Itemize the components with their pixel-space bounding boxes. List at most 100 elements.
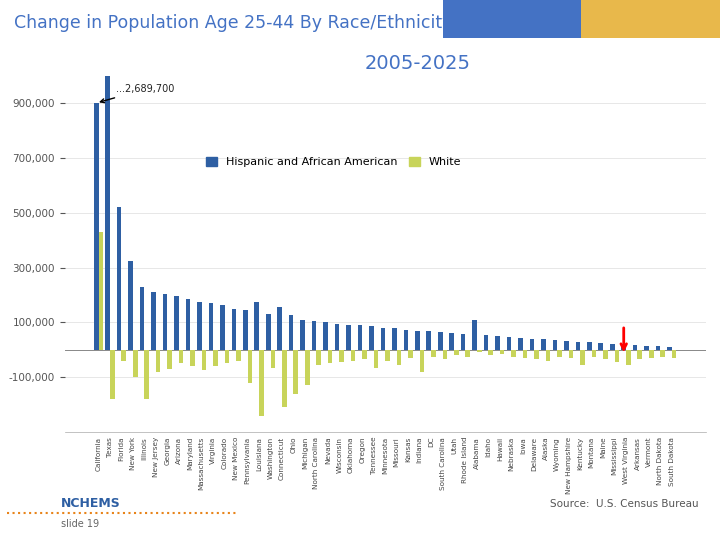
Bar bbox=[575, 341, 580, 350]
Bar bbox=[518, 338, 523, 350]
Bar bbox=[122, 350, 126, 361]
Bar bbox=[271, 350, 275, 368]
Bar bbox=[667, 347, 672, 350]
Bar bbox=[569, 350, 573, 358]
Bar bbox=[615, 350, 619, 362]
Text: slide 19: slide 19 bbox=[61, 519, 99, 529]
Bar bbox=[300, 320, 305, 350]
Bar bbox=[316, 350, 321, 365]
Bar bbox=[151, 292, 156, 350]
Bar bbox=[289, 315, 294, 350]
Bar bbox=[656, 347, 660, 350]
Bar bbox=[420, 350, 424, 372]
Bar bbox=[488, 350, 493, 355]
Bar bbox=[133, 350, 138, 377]
Bar bbox=[660, 350, 665, 356]
Bar bbox=[145, 350, 149, 399]
Bar bbox=[190, 350, 195, 366]
Bar bbox=[358, 325, 362, 350]
Bar bbox=[403, 330, 408, 350]
Bar bbox=[128, 261, 133, 350]
Bar bbox=[610, 344, 615, 350]
Bar bbox=[626, 350, 631, 365]
Text: NCHEMS: NCHEMS bbox=[61, 497, 121, 510]
Bar bbox=[438, 332, 443, 350]
Bar bbox=[637, 350, 642, 359]
Text: Source:  U.S. Census Bureau: Source: U.S. Census Bureau bbox=[550, 498, 698, 509]
Bar bbox=[553, 340, 557, 350]
Bar bbox=[415, 330, 420, 350]
Text: 2005-2025: 2005-2025 bbox=[364, 54, 471, 73]
Bar bbox=[362, 350, 367, 359]
Bar bbox=[374, 350, 378, 368]
Bar bbox=[277, 307, 282, 350]
Bar bbox=[644, 346, 649, 350]
Bar bbox=[511, 350, 516, 356]
Bar bbox=[351, 350, 356, 361]
Bar bbox=[167, 350, 172, 369]
Bar bbox=[243, 310, 248, 350]
Bar bbox=[472, 320, 477, 350]
Bar bbox=[454, 350, 459, 355]
Bar bbox=[392, 328, 397, 350]
Bar bbox=[163, 294, 167, 350]
Bar bbox=[621, 345, 626, 350]
Bar bbox=[220, 305, 225, 350]
Bar bbox=[312, 321, 316, 350]
Bar bbox=[305, 350, 310, 386]
Bar bbox=[232, 309, 236, 350]
Bar bbox=[449, 333, 454, 350]
Bar bbox=[339, 350, 344, 362]
Text: ...1,044,516: ...1,044,516 bbox=[0, 539, 1, 540]
Bar bbox=[381, 328, 385, 350]
Bar bbox=[507, 338, 511, 350]
Bar bbox=[477, 350, 482, 353]
Bar bbox=[110, 350, 114, 399]
Bar bbox=[174, 296, 179, 350]
Bar bbox=[633, 345, 637, 350]
Bar bbox=[259, 350, 264, 416]
Bar bbox=[495, 336, 500, 350]
Bar bbox=[213, 350, 217, 366]
Bar bbox=[385, 350, 390, 361]
Bar bbox=[254, 302, 259, 350]
Bar bbox=[99, 232, 103, 350]
Bar bbox=[541, 339, 546, 350]
Bar bbox=[672, 350, 677, 358]
Bar bbox=[598, 343, 603, 350]
Bar bbox=[408, 350, 413, 358]
Bar bbox=[587, 342, 592, 350]
Bar bbox=[346, 325, 351, 350]
Bar bbox=[465, 350, 470, 356]
Bar bbox=[323, 322, 328, 350]
Bar bbox=[105, 63, 110, 350]
Bar bbox=[294, 350, 298, 394]
Bar bbox=[282, 350, 287, 407]
Bar bbox=[603, 350, 608, 359]
Bar bbox=[335, 323, 339, 350]
Bar bbox=[186, 299, 190, 350]
Bar bbox=[266, 314, 271, 350]
Bar bbox=[580, 350, 585, 365]
Bar bbox=[236, 350, 240, 361]
Bar bbox=[209, 303, 213, 350]
Legend: Hispanic and African American, White: Hispanic and African American, White bbox=[202, 152, 466, 172]
Bar bbox=[94, 103, 99, 350]
Bar bbox=[592, 350, 596, 356]
Bar bbox=[248, 350, 252, 383]
Bar bbox=[397, 350, 401, 365]
Text: Change in Population Age 25-44 By Race/Ethnicity,: Change in Population Age 25-44 By Race/E… bbox=[14, 14, 458, 31]
Bar bbox=[179, 350, 184, 363]
Bar bbox=[369, 327, 374, 350]
Bar bbox=[328, 350, 333, 363]
Bar bbox=[461, 334, 465, 350]
Text: ...2,689,700: ...2,689,700 bbox=[100, 84, 174, 103]
Bar bbox=[649, 350, 654, 358]
Bar bbox=[443, 0, 581, 38]
Bar bbox=[202, 350, 207, 370]
Bar bbox=[557, 350, 562, 356]
Bar bbox=[530, 339, 534, 350]
Bar bbox=[546, 350, 550, 361]
Bar bbox=[117, 207, 122, 350]
Bar bbox=[431, 350, 436, 356]
